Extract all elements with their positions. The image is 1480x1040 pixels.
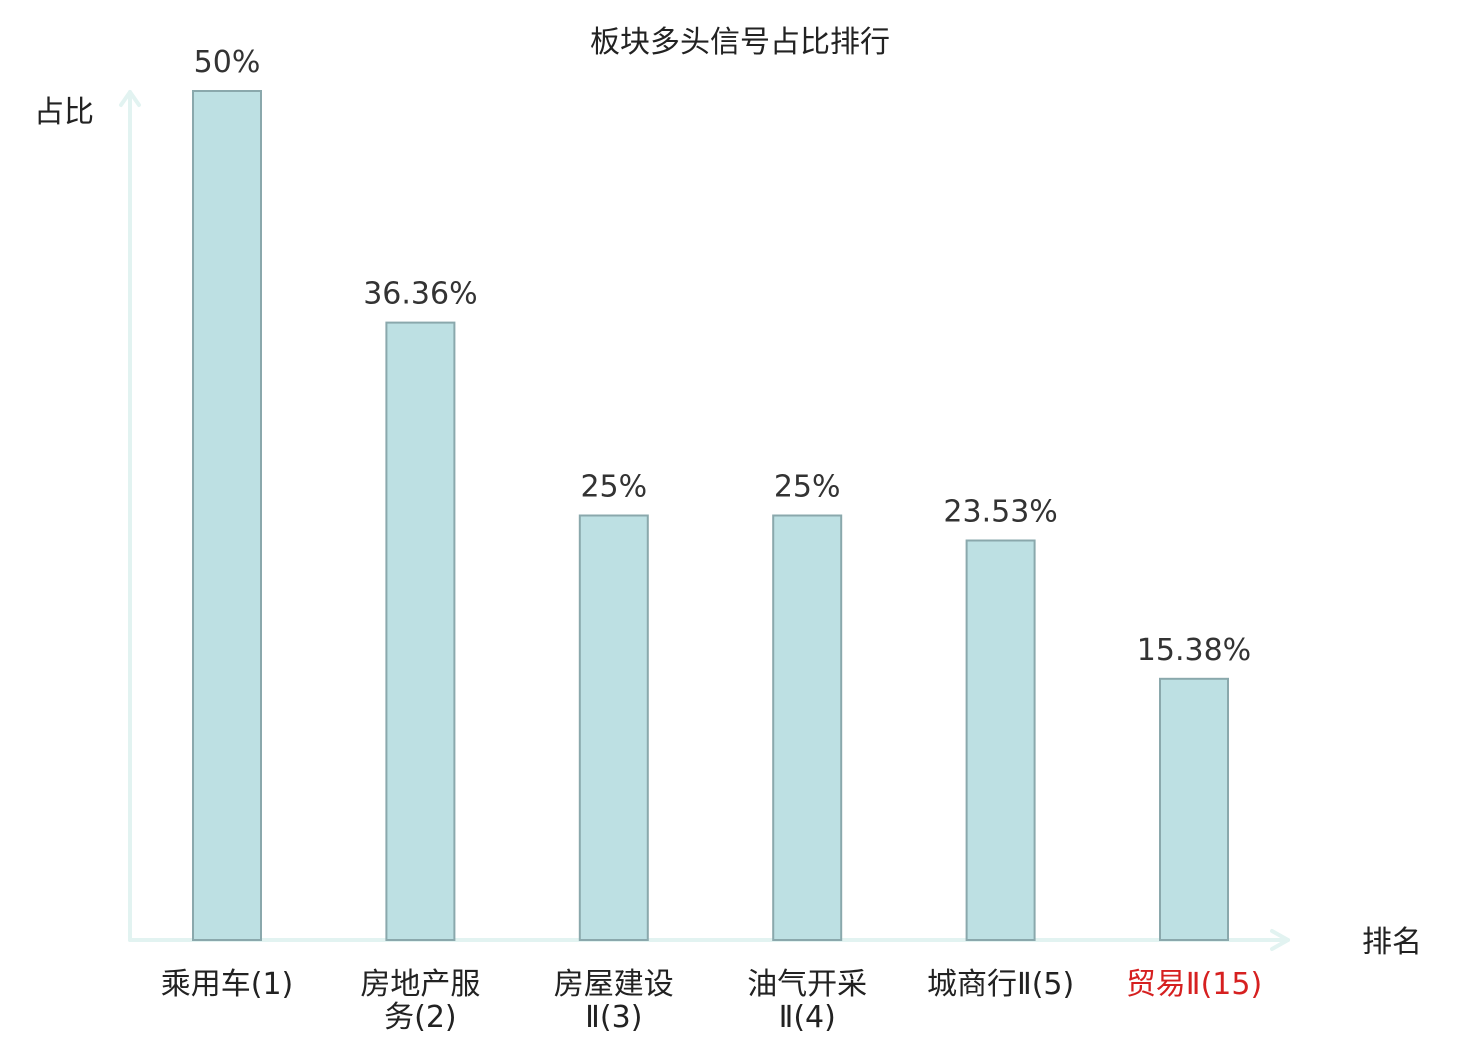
y-axis-arrow: [119, 90, 141, 107]
x-tick-label: 乘用车(1): [161, 967, 294, 1002]
x-tick-label: 房地产服务(2): [360, 967, 480, 1035]
bar: [772, 514, 843, 941]
x-tick-label: 贸易Ⅱ(15): [1126, 967, 1262, 1002]
x-tick-label-line: 城商行Ⅱ(5): [927, 967, 1074, 1002]
x-tick-label-line: 务(2): [384, 1000, 457, 1035]
x-axis-label: 排名: [1362, 925, 1422, 960]
bars-layer: [192, 90, 1229, 942]
bar-value-label: 36.36%: [363, 277, 477, 312]
chart-title: 板块多头信号占比排行: [590, 25, 890, 60]
x-tick-label-line: 贸易Ⅱ(15): [1126, 967, 1262, 1002]
bar: [1159, 677, 1229, 941]
bar: [578, 514, 649, 941]
x-tick-label: 房屋建设 Ⅱ(3): [554, 967, 674, 1035]
category-labels-layer: 乘用车(1) 房地产服务(2) 房屋建设 Ⅱ(3) 油气开采 Ⅱ(4) 城商行Ⅱ(5) 贸易Ⅱ…: [161, 967, 1262, 1035]
bar-value-label: 25%: [580, 470, 647, 505]
bar: [192, 90, 262, 941]
x-axis-arrow: [1270, 929, 1290, 951]
bar: [965, 539, 1036, 941]
x-tick-label-line: Ⅱ(3): [585, 1000, 642, 1035]
bar: [385, 321, 456, 942]
x-tick-label: 油气开采 Ⅱ(4): [747, 967, 867, 1035]
bar-value-label: 23.53%: [943, 495, 1057, 530]
value-labels-layer: 50% 36.36% 25% 25% 23.53% 15.38%: [194, 45, 1252, 668]
x-tick-label-line: 乘用车(1): [161, 967, 294, 1002]
bar-value-label: 50%: [194, 45, 261, 80]
x-tick-label-line: 油气开采: [747, 967, 867, 1002]
x-tick-label-line: 房地产服: [360, 967, 480, 1002]
x-tick-label-line: 房屋建设: [554, 967, 674, 1002]
bar-value-label: 15.38%: [1137, 633, 1251, 668]
bar-value-label: 25%: [774, 470, 841, 505]
x-tick-label: 城商行Ⅱ(5): [927, 967, 1074, 1002]
y-axis-label: 占比: [34, 95, 94, 130]
x-tick-label-line: Ⅱ(4): [779, 1000, 836, 1035]
